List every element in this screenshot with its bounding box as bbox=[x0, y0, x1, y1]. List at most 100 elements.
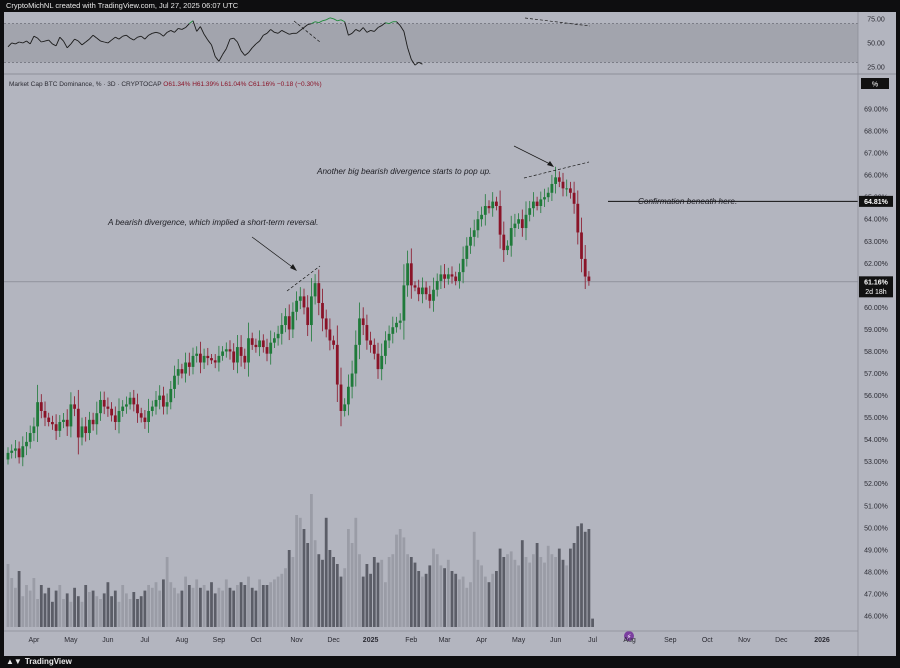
volume-bar bbox=[236, 585, 239, 627]
price-pane[interactable]: 46.00% 47.00% 48.00% 49.00% 50.00% 51.00% 52.0… bbox=[4, 78, 893, 641]
volume-bar bbox=[387, 557, 391, 627]
legend-source: CRYPTOCAP bbox=[121, 81, 161, 88]
price-tick-label: 51.00% bbox=[864, 503, 888, 510]
volume-bar bbox=[91, 590, 95, 627]
rsi-segment bbox=[52, 43, 57, 47]
candle-body bbox=[561, 181, 565, 189]
rsi-segment bbox=[170, 30, 175, 33]
rsi-segment bbox=[192, 20, 198, 32]
candle-body bbox=[254, 344, 258, 348]
volume-bar bbox=[62, 599, 65, 627]
rsi-segment bbox=[318, 20, 323, 24]
candle-body bbox=[236, 347, 239, 363]
volume-bar bbox=[561, 559, 565, 627]
rsi-segment bbox=[44, 39, 49, 42]
time-tick-label: Mar bbox=[439, 637, 452, 644]
volume-bar bbox=[361, 576, 365, 627]
rsi-segment bbox=[166, 30, 172, 33]
candle-body bbox=[491, 201, 495, 209]
volume-bar bbox=[350, 543, 354, 627]
time-tick-label: Aug bbox=[176, 637, 189, 644]
scale-mode-badge[interactable]: % bbox=[861, 78, 889, 89]
rsi-segment bbox=[251, 43, 257, 49]
volume-bar bbox=[302, 529, 306, 627]
rsi-segment bbox=[199, 26, 205, 35]
chart-canvas[interactable]: 75.00 50.00 25.00 Market Cap BTC Dominance… bbox=[4, 12, 896, 656]
chart-frame: 75.00 50.00 25.00 Market Cap BTC Dominance… bbox=[4, 12, 896, 656]
rsi-segment bbox=[178, 28, 183, 30]
volume-bar bbox=[21, 596, 25, 627]
volume-bar bbox=[54, 590, 58, 627]
rsi-segment bbox=[344, 21, 349, 36]
candle-body bbox=[550, 183, 554, 193]
price-tick-label: 52.00% bbox=[864, 481, 888, 488]
rsi-segment bbox=[148, 32, 153, 36]
candle-body bbox=[395, 322, 398, 328]
candle-body bbox=[380, 355, 384, 370]
candle-body bbox=[458, 272, 461, 281]
candle-body bbox=[409, 263, 413, 286]
candle-body bbox=[95, 413, 99, 425]
candle-body bbox=[432, 289, 435, 301]
price-tick-label: 55.00% bbox=[864, 415, 888, 422]
candle-body bbox=[546, 192, 550, 198]
rsi-segment bbox=[381, 22, 386, 26]
candle-body bbox=[565, 188, 569, 190]
candle-body bbox=[347, 386, 350, 405]
rsi-segment bbox=[225, 38, 231, 49]
rsi-segment bbox=[96, 37, 101, 42]
rsi-segment bbox=[370, 29, 375, 32]
volume-bar bbox=[324, 517, 328, 627]
rsi-segment bbox=[222, 48, 227, 55]
time-tick-label: 2025 bbox=[363, 637, 379, 644]
rsi-segment bbox=[214, 56, 220, 62]
volume-bar bbox=[569, 548, 572, 627]
rsi-tick-label: 75.00 bbox=[867, 16, 885, 23]
volume-bar bbox=[32, 578, 36, 627]
time-tick-label: Sep bbox=[213, 637, 226, 644]
candle-body bbox=[450, 274, 454, 277]
rsi-segment bbox=[155, 31, 160, 34]
candle-body bbox=[210, 358, 213, 361]
time-tick-label: May bbox=[64, 637, 78, 644]
time-axis[interactable]: Apr May Jun Jul Aug Sep Oct Nov Dec 2025 Feb Mar Apr… bbox=[28, 637, 829, 644]
rsi-segment bbox=[359, 27, 364, 32]
volume-bar bbox=[169, 582, 173, 627]
rsi-segment bbox=[189, 20, 194, 25]
price-tick-label: 63.00% bbox=[864, 239, 888, 246]
event-badge[interactable]: ⚡ bbox=[624, 631, 634, 641]
rsi-segment bbox=[396, 21, 401, 26]
volume-bar bbox=[506, 554, 509, 627]
candle-body bbox=[43, 410, 47, 418]
legend-change: −0.18 (−0.30%) bbox=[277, 81, 322, 88]
candle-body bbox=[517, 219, 520, 224]
candle-body bbox=[435, 280, 439, 290]
candle-body bbox=[106, 406, 110, 409]
volume-bar bbox=[554, 557, 557, 627]
annotation-arrow-1 bbox=[251, 236, 296, 270]
rsi-segment bbox=[303, 24, 308, 28]
volume-bar bbox=[51, 601, 54, 627]
volume-bar bbox=[409, 557, 413, 627]
volume-bar bbox=[557, 548, 561, 627]
volume-bar bbox=[465, 587, 469, 627]
rsi-segment bbox=[159, 32, 164, 37]
rsi-segment bbox=[218, 54, 223, 62]
volume-bar bbox=[591, 618, 594, 627]
legend-low: L61.04% bbox=[221, 81, 247, 88]
rsi-segment bbox=[59, 36, 64, 42]
volume-bar bbox=[528, 562, 532, 627]
volume-bar bbox=[461, 576, 465, 627]
rsi-segment bbox=[296, 30, 301, 34]
candle-body bbox=[328, 329, 332, 341]
rsi-segment bbox=[115, 36, 120, 40]
candle-body bbox=[310, 296, 313, 326]
rsi-segment bbox=[333, 18, 338, 22]
rsi-segment bbox=[55, 36, 61, 47]
candle-body bbox=[73, 404, 76, 409]
rsi-segment bbox=[329, 17, 334, 20]
time-tick-label: Jun bbox=[102, 637, 113, 644]
rsi-pane[interactable]: 75.00 50.00 25.00 bbox=[4, 12, 885, 73]
volume-bar bbox=[372, 557, 376, 627]
candle-body bbox=[232, 351, 236, 363]
